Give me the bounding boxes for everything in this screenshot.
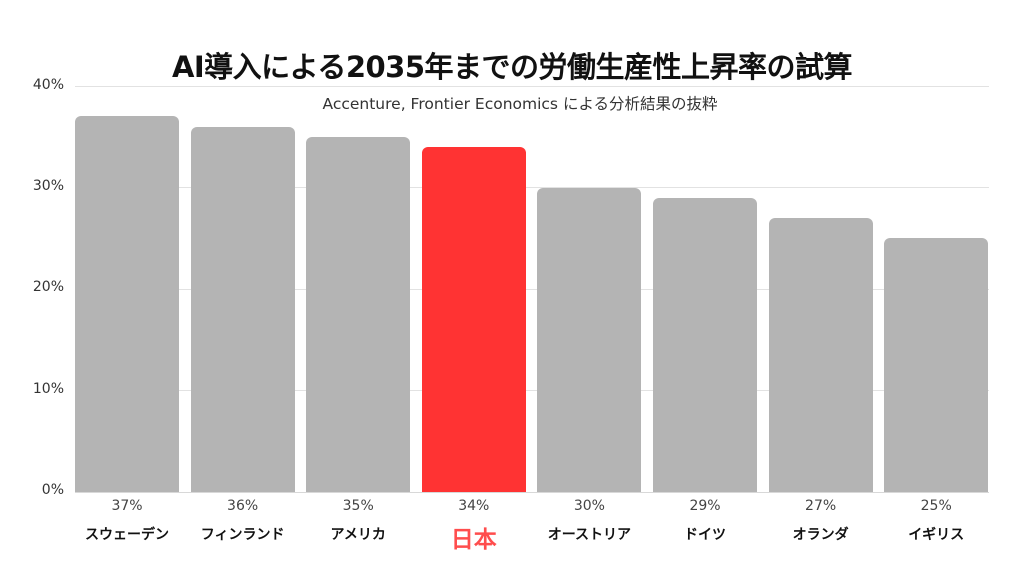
y-tick-40: 40% (32, 77, 64, 93)
bar-5 (653, 197, 757, 492)
gridline-40 (75, 86, 989, 87)
y-tick-20: 20% (32, 279, 64, 295)
value-label: 25% (920, 498, 952, 514)
value-label: 30% (573, 498, 605, 514)
bar-4 (537, 187, 642, 492)
category-label: スウェーデン (85, 527, 169, 543)
value-label: 35% (342, 498, 374, 514)
value-label: 29% (689, 498, 721, 514)
plot-area (75, 86, 989, 493)
category-label: ドイツ (684, 527, 726, 543)
value-label: 27% (805, 498, 837, 514)
bar-0 (75, 116, 179, 492)
bar-6 (768, 217, 873, 492)
bar-1 (190, 126, 295, 492)
chart-subtitle: Accenture, Frontier Economics による分析結果の抜粋 (322, 95, 718, 113)
gridline-10 (75, 390, 989, 391)
category-label: イギリス (908, 527, 965, 543)
value-label: 36% (227, 498, 259, 514)
category-label: アメリカ (330, 527, 386, 543)
category-label: オランダ (792, 527, 849, 543)
bar-3 (421, 146, 526, 492)
y-tick-30: 30% (32, 178, 64, 194)
bar-7 (884, 238, 989, 492)
chart-title: AI導入による2035年までの労働生産性上昇率の試算 (171, 50, 853, 84)
gridline-30 (75, 187, 989, 188)
baseline (75, 492, 989, 493)
value-label: 37% (111, 498, 143, 514)
category-label: オーストリア (547, 527, 632, 543)
category-label: フィンランド (200, 527, 285, 543)
bar-2 (306, 136, 411, 492)
value-label: 34% (458, 498, 490, 514)
y-tick-10: 10% (32, 381, 64, 397)
y-tick-0: 0% (41, 482, 64, 498)
gridline-20 (75, 289, 989, 290)
category-label: 日本 (450, 527, 497, 553)
